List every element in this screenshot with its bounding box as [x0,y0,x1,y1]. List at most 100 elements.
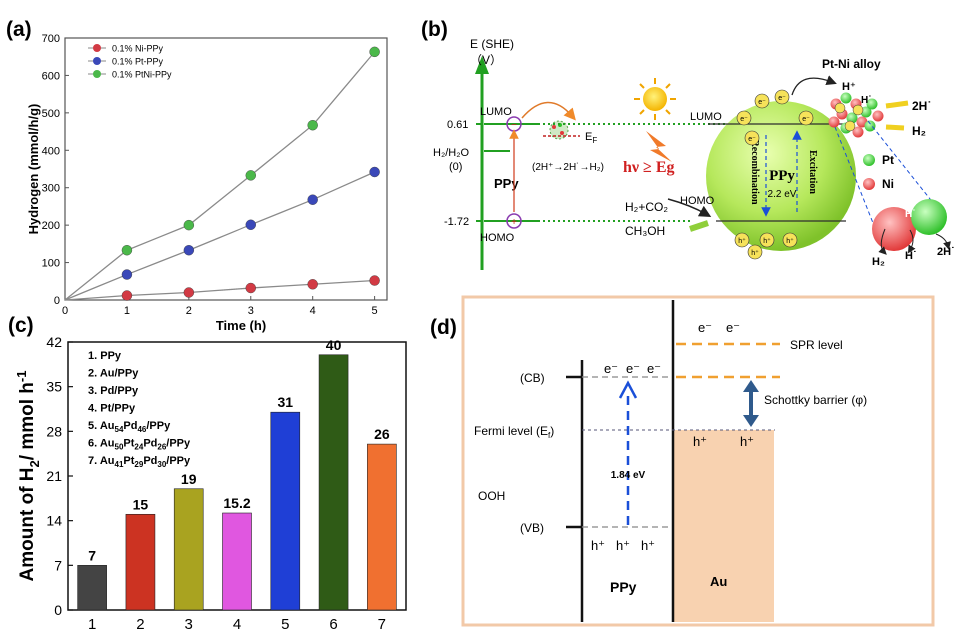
hole-label: h⁺ [641,538,655,553]
schottky-arrow-up-icon [743,380,759,392]
schottky-label: Schottky barrier (φ) [764,393,867,407]
x-tick-label: 4 [310,305,316,317]
vb-label: (VB) [520,521,544,535]
ppy-sphere [706,101,856,251]
data-point [121,245,133,256]
ppy-label: PPy [610,579,637,595]
au-label: Au [710,574,727,589]
y-tick-label: 42 [46,334,62,350]
electron-label: e⁻ [626,361,640,376]
y-tick-label: 0 [54,295,60,307]
data-point [307,194,318,205]
lumo-electron-icon: − [511,120,517,131]
panel-d-label: (d) [430,316,457,339]
data-point [121,269,133,280]
hole-icon [759,232,775,248]
bar-value-label: 19 [181,471,197,487]
chart-c-legend: 1. PPy 2. Au/PPy 3. Pd/PPy 4. Pt/PPy 5. Au54… [88,350,191,469]
gap-arrow-icon [618,380,638,399]
hole-symbol: h⁺ [738,237,746,245]
x-tick-label: 7 [378,616,386,633]
electron-label: e⁻ [698,320,712,335]
electron-icon [744,130,760,146]
data-point [369,46,380,58]
y-tick-label: 7 [54,557,62,573]
ppy-material-label: PPy [494,176,519,191]
electron-icon [798,110,814,126]
y-tick-label: 100 [42,258,60,270]
electron-icon [736,110,752,126]
electron-label: e⁻ [604,361,618,376]
homo-value: -1.72 [444,216,469,228]
alloy-electron-icon [834,102,846,114]
alloy-particle [828,116,840,128]
legend-item: 6. Au50Pt24Pd26/PPy [88,438,191,452]
h2-in-arrow-icon [885,100,909,109]
alloy-particle [864,120,876,132]
x-tick-label: 5 [281,616,289,633]
alloy-label: Pt-Ni alloy [822,57,881,71]
gap-label: 1.84 eV [611,470,646,481]
bar [318,354,349,611]
homo-label: HOMO [480,232,515,244]
y-tick-label: 500 [42,108,60,120]
chart-a-lines [64,51,376,301]
ef-label: EF [585,131,597,145]
chart-a-ylabel: Hydrogen (mmol/h/g) [26,104,41,235]
bar [173,488,204,611]
panel-a-label: (a) [6,18,32,41]
zoom-line-left [834,126,874,224]
y-tick-label: 21 [46,468,62,484]
hole-icon [747,244,763,260]
series-line [64,279,375,301]
sun-icon [634,78,676,120]
alloy-arrow-icon [791,75,837,96]
y-tick-label: 14 [46,513,62,529]
panel-b: (b) E (SHE) （V） 0.61 H₂/H₂O (0) -1.72 PP… [421,18,955,270]
panel-b-label: (b) [421,18,448,41]
y-tick-label: 35 [46,379,62,395]
data-point [369,166,380,178]
ni-legend-label: Ni [882,177,894,191]
y-tick-label: 600 [42,70,60,82]
bar-value-label: 31 [277,394,293,410]
transfer-arrow-icon [521,101,576,121]
legend-marker [93,57,101,65]
excitation-label: Excitation [807,150,818,194]
ni-zoom-particle [872,207,916,251]
chart-c-axes: 0 7 14 21 28 35 42 1 2 3 4 5 6 7 [46,334,386,633]
two-h-dot-label: 2H˙ [912,99,931,113]
zoom-2h-label: 2H˙ [937,246,955,258]
legend-item: 5. Au54Pd46/PPy [88,420,171,434]
spr-label: SPR level [790,338,843,352]
bar-value-label: 15.2 [223,495,250,511]
chart-a-xlabel: Time (h) [216,318,266,333]
x-tick-label: 3 [248,305,254,317]
legend-label: 0.1% Pt-PPy [112,57,164,67]
legend-item: 4. Pt/PPy [88,403,136,415]
legend-label: 0.1% PtNi-PPy [112,70,172,80]
h2co2-label: H₂+CO₂ [625,200,668,214]
legend-item: 1. PPy [88,350,122,362]
x-tick-label: 2 [136,616,144,633]
alloy-cluster [828,92,884,138]
electron-symbol: e⁻ [758,99,766,106]
data-point [307,279,318,290]
h2-out-label: H₂ [912,124,926,138]
pt-legend-label: Pt [882,153,894,167]
sphere-homo-label: HOMO [680,195,715,207]
alloy-particle [872,110,884,122]
sphere-gap-label: 2.2 eV [768,189,797,200]
hole-label: h⁺ [591,538,605,553]
alloy-particle [846,112,858,124]
energy-axis-unit: （V） [470,53,502,67]
electron-symbol: e⁻ [740,116,748,123]
recombination-label: Recombination [749,140,760,205]
legend-item: 3. Pd/PPy [88,385,139,397]
data-point [183,219,195,231]
chart-a-points [121,46,380,301]
alloy-particle [860,106,872,118]
hole-icon [734,232,750,248]
